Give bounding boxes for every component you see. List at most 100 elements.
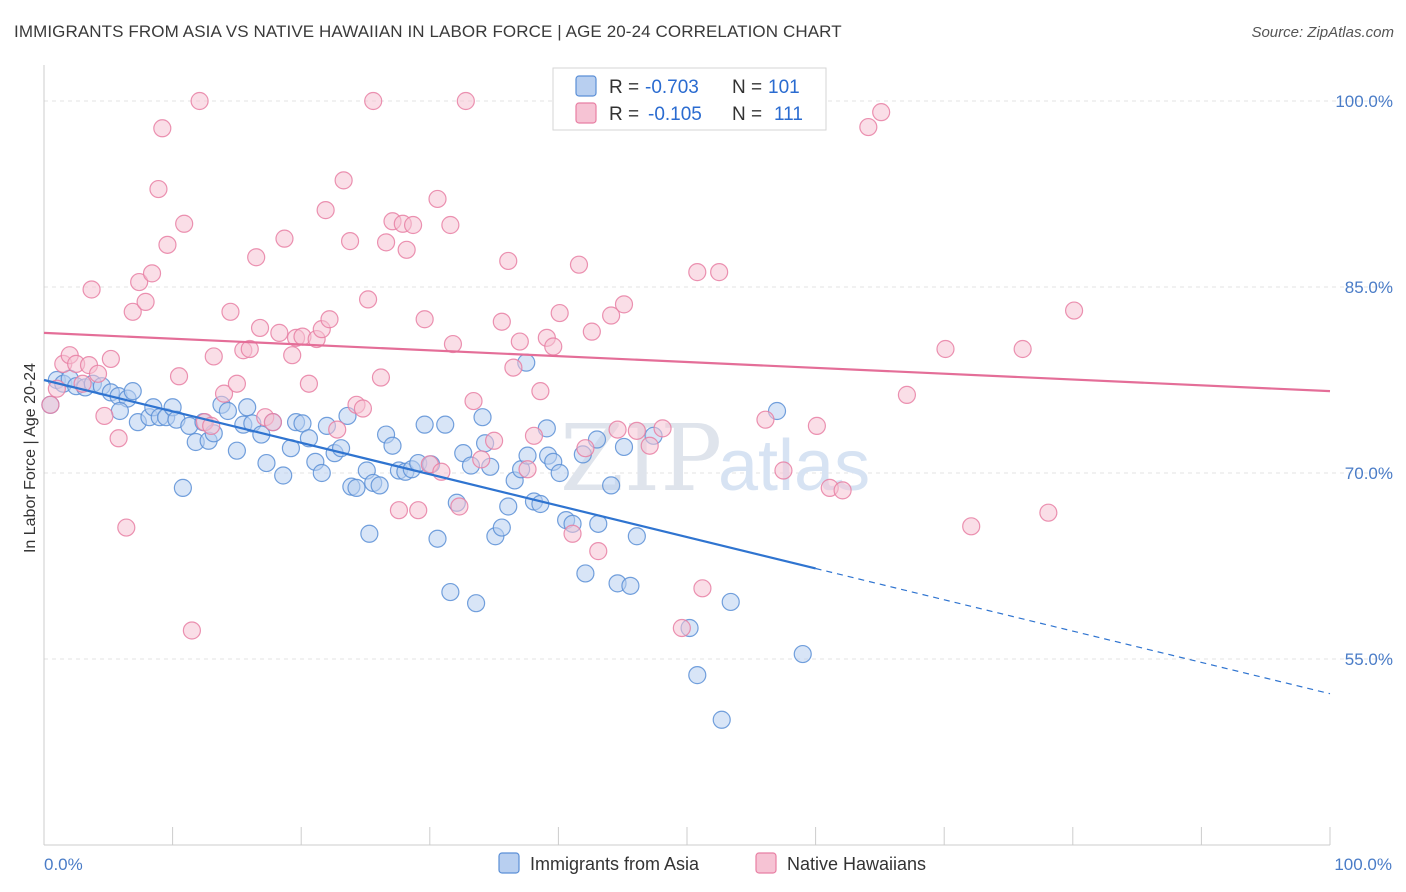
legend-swatch-pink bbox=[575, 102, 597, 124]
asia-point-99 bbox=[793, 644, 812, 664]
hawaiian-point-8 bbox=[88, 364, 108, 383]
x-tick-label-max: 100.0% bbox=[1334, 855, 1392, 874]
hawaiian-point-107 bbox=[962, 517, 981, 536]
x-tick-label-min: 0.0% bbox=[44, 855, 83, 874]
bottom-legend-label-blue: Immigrants from Asia bbox=[530, 854, 700, 874]
hawaiian-point-26 bbox=[204, 347, 223, 366]
hawaiian-point-71 bbox=[485, 431, 504, 450]
hawaiian-point-33 bbox=[250, 318, 270, 338]
hawaiian-point-91 bbox=[640, 436, 659, 455]
asia-point-35 bbox=[274, 466, 293, 485]
hawaiian-point-41 bbox=[299, 374, 319, 393]
hawaiian-point-10 bbox=[101, 349, 120, 369]
asia-point-66 bbox=[466, 594, 486, 613]
hawaiian-point-90 bbox=[627, 421, 646, 440]
asia-point-28 bbox=[227, 441, 246, 460]
asia-point-27 bbox=[218, 401, 237, 421]
hawaiian-point-63 bbox=[428, 189, 447, 209]
hawaiian-point-20 bbox=[169, 367, 189, 386]
hawaiian-point-93 bbox=[672, 618, 691, 638]
hawaiian-point-18 bbox=[153, 119, 172, 138]
hawaiian-point-109 bbox=[1039, 503, 1058, 522]
legend-r-label-2: R = bbox=[609, 104, 639, 125]
legend-box: R = -0.703 N = 101 R = -0.105 N = 111 bbox=[552, 67, 827, 131]
legend-n-value-1: 101 bbox=[768, 77, 800, 98]
y-tick-label-2: 70.0% bbox=[1345, 464, 1393, 483]
hawaiian-point-104 bbox=[872, 103, 891, 122]
hawaiian-point-61 bbox=[415, 310, 434, 329]
hawaiian-point-27 bbox=[214, 384, 234, 403]
hawaiian-point-44 bbox=[316, 201, 335, 220]
y-tick-label-1: 85.0% bbox=[1345, 278, 1393, 297]
hawaiian-point-65 bbox=[441, 215, 460, 235]
hawaiian-point-94 bbox=[688, 263, 707, 282]
hawaiian-point-105 bbox=[897, 385, 917, 404]
hawaiian-point-92 bbox=[653, 419, 672, 438]
hawaiian-point-86 bbox=[589, 542, 608, 561]
hawaiian-point-110 bbox=[1064, 301, 1084, 320]
hawaiian-point-36 bbox=[270, 323, 289, 342]
bottom-legend: Immigrants from Asia Native Hawaiians bbox=[498, 852, 926, 874]
hawaiian-point-69 bbox=[464, 391, 483, 411]
hawaiian-point-32 bbox=[247, 248, 266, 267]
hawaiian-point-47 bbox=[334, 171, 353, 190]
hawaiian-point-28 bbox=[221, 302, 240, 321]
hawaiian-point-60 bbox=[409, 501, 428, 520]
asia-point-97 bbox=[721, 592, 740, 612]
hawaiian-point-52 bbox=[364, 91, 383, 111]
asia-point-20 bbox=[173, 478, 192, 497]
y-tick-label-3: 55.0% bbox=[1345, 650, 1393, 669]
hawaiian-point-53 bbox=[371, 368, 391, 387]
hawaiian-point-31 bbox=[240, 339, 259, 359]
asia-point-11 bbox=[123, 382, 142, 401]
hawaiian-point-37 bbox=[275, 229, 294, 248]
asia-point-67 bbox=[473, 408, 492, 427]
hawaiian-point-45 bbox=[320, 310, 339, 329]
hawaiian-point-59 bbox=[403, 215, 423, 235]
hawaiian-point-38 bbox=[283, 346, 302, 365]
hawaiian-point-56 bbox=[389, 501, 409, 520]
hawaiian-point-108 bbox=[1013, 339, 1032, 359]
asia-point-91 bbox=[621, 576, 640, 595]
grid-lines bbox=[44, 100, 1392, 660]
hawaiian-point-48 bbox=[340, 232, 360, 251]
hawaiian-point-21 bbox=[175, 214, 194, 233]
hawaiian-point-66 bbox=[443, 334, 463, 354]
hawaiian-point-103 bbox=[859, 117, 878, 137]
hawaiian-point-9 bbox=[95, 406, 114, 426]
hawaiian-point-75 bbox=[510, 332, 529, 351]
hawaiian-point-102 bbox=[833, 481, 852, 500]
hawaiian-point-89 bbox=[614, 295, 634, 314]
asia-point-88 bbox=[602, 476, 621, 495]
hawaiian-point-106 bbox=[936, 339, 955, 359]
asia-point-92 bbox=[627, 527, 646, 546]
hawaiian-point-80 bbox=[544, 337, 563, 356]
hawaiian-point-15 bbox=[136, 292, 155, 311]
asia-point-33 bbox=[257, 453, 276, 473]
hawaiian-point-87 bbox=[602, 306, 621, 325]
y-tick-label-0: 100.0% bbox=[1335, 92, 1393, 111]
bottom-legend-label-pink: Native Hawaiians bbox=[787, 854, 926, 874]
hawaiian-point-84 bbox=[576, 439, 595, 458]
hawaiian-point-50 bbox=[353, 399, 373, 418]
hawaiian-point-51 bbox=[358, 290, 378, 309]
hawaiian-point-81 bbox=[550, 303, 569, 323]
hawaiian-point-83 bbox=[569, 255, 589, 274]
hawaiian-point-14 bbox=[130, 272, 149, 292]
hawaiian-point-76 bbox=[518, 460, 537, 479]
hawaiian-point-67 bbox=[450, 497, 469, 516]
hawaiian-point-16 bbox=[142, 264, 162, 283]
asia-point-62 bbox=[441, 582, 460, 602]
legend-n-label-2: N = bbox=[732, 104, 762, 125]
hawaiian-point-58 bbox=[397, 240, 416, 259]
asia-point-61 bbox=[436, 415, 455, 434]
hawaiian-point-68 bbox=[456, 91, 475, 111]
legend-swatch-blue bbox=[575, 75, 597, 97]
asia-point-95 bbox=[688, 666, 707, 685]
trend-lines bbox=[43, 331, 1331, 695]
hawaiian-point-54 bbox=[376, 233, 396, 252]
hawaiian-point-99 bbox=[774, 461, 793, 480]
asia-point-81 bbox=[550, 463, 569, 483]
hawaiian-point-82 bbox=[563, 524, 582, 543]
